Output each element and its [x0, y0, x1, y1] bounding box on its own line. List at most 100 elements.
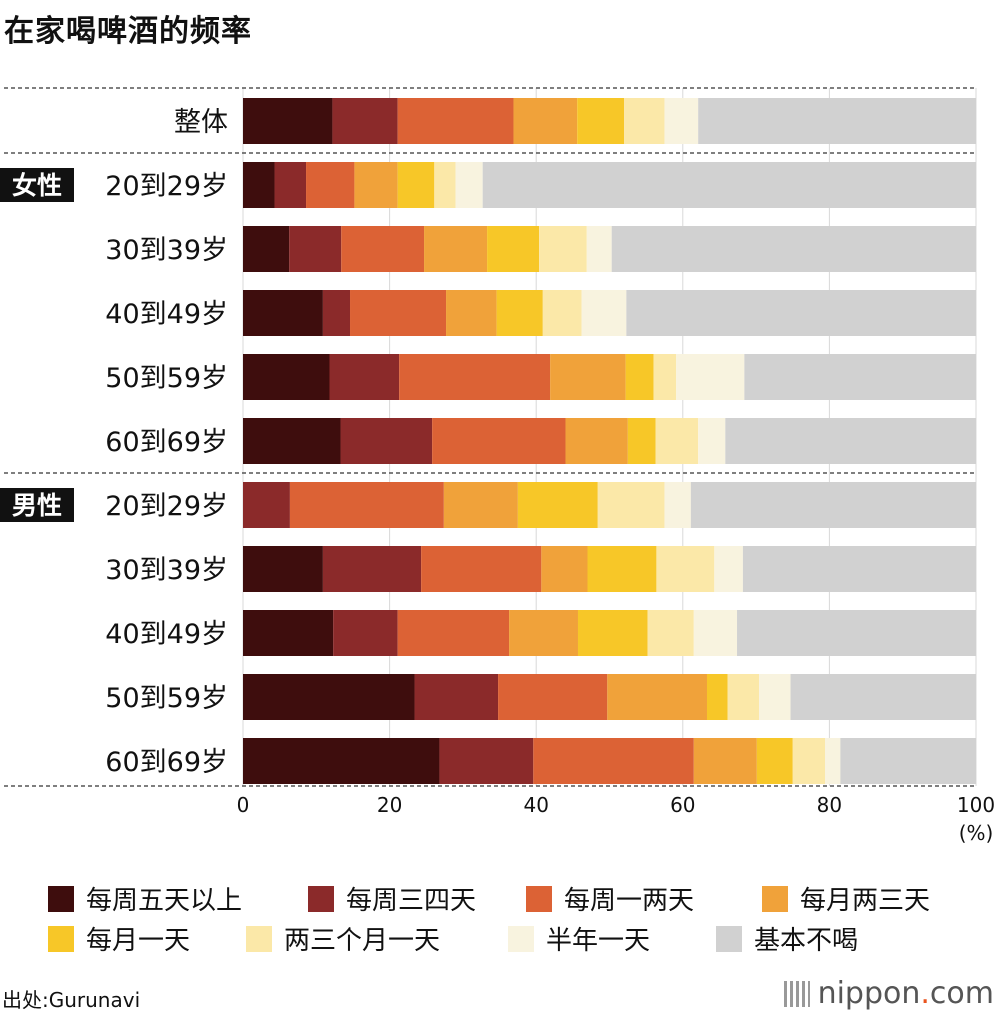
bar-segment-4-row-6 — [517, 482, 598, 528]
bar-segment-2-row-4 — [399, 354, 551, 400]
bar-segment-1-row-4 — [329, 354, 400, 400]
bar-segment-1-row-1 — [274, 162, 307, 208]
bar-segment-6-row-4 — [676, 354, 745, 400]
legend-swatch — [48, 925, 74, 952]
x-tick-label: 80 — [817, 793, 842, 817]
legend-item: 每月一天 — [48, 920, 190, 957]
bar-segment-4-row-7 — [587, 546, 657, 592]
bar-segment-3-row-7 — [541, 546, 588, 592]
bar-segment-6-row-10 — [825, 738, 841, 784]
x-axis-unit: (%) — [959, 821, 994, 845]
bar-segment-4-row-10 — [756, 738, 793, 784]
bar-segment-0-row-0 — [243, 98, 333, 144]
brand-suffix: com — [929, 976, 994, 1011]
bar-segment-3-row-4 — [550, 354, 626, 400]
legend-item: 半年一天 — [508, 920, 650, 957]
bar-segment-7-row-0 — [698, 98, 976, 144]
bar-segment-2-row-2 — [341, 226, 425, 272]
bar-segment-0-row-2 — [243, 226, 290, 272]
legend-label: 每月两三天 — [800, 886, 931, 916]
legend-item: 两三个月一天 — [246, 920, 440, 957]
bar-segment-7-row-3 — [626, 290, 976, 336]
bar-segment-6-row-0 — [664, 98, 699, 144]
bar-segment-2-row-5 — [432, 418, 566, 464]
bar-segment-2-row-3 — [350, 290, 447, 336]
bar-segment-1-row-3 — [322, 290, 351, 336]
x-tick-label: 40 — [523, 793, 548, 817]
bar-segment-6-row-9 — [759, 674, 791, 720]
legend-label: 每周五天以上 — [86, 886, 243, 916]
bar-segment-1-row-6 — [243, 482, 290, 528]
bar-segment-5-row-7 — [656, 546, 715, 592]
bar-segment-3-row-0 — [513, 98, 578, 144]
bar-segment-7-row-2 — [611, 226, 976, 272]
legend-swatch — [716, 925, 742, 952]
bar-segment-6-row-1 — [455, 162, 483, 208]
bar-segment-6-row-8 — [693, 610, 738, 656]
legend-label: 每周三四天 — [346, 886, 477, 916]
bar-segment-2-row-8 — [397, 610, 510, 656]
legend-swatch — [762, 885, 788, 912]
bar-segment-7-row-7 — [742, 546, 976, 592]
chart-title: 在家喝啤酒的频率 — [4, 14, 252, 49]
bar-segment-5-row-4 — [653, 354, 677, 400]
row-label: 40到49岁 — [105, 619, 228, 650]
bar-segment-5-row-6 — [597, 482, 665, 528]
x-tick-label: 0 — [237, 793, 250, 817]
bar-segment-5-row-5 — [655, 418, 699, 464]
row-label: 30到39岁 — [105, 235, 228, 266]
bar-segment-6-row-3 — [581, 290, 627, 336]
bar-segment-0-row-5 — [243, 418, 341, 464]
legend-label: 两三个月一天 — [284, 926, 441, 956]
bar-segment-1-row-7 — [322, 546, 422, 592]
bar-segment-6-row-5 — [698, 418, 726, 464]
bar-segment-4-row-1 — [397, 162, 435, 208]
legend-swatch — [508, 925, 534, 952]
brand-name: nippon — [817, 976, 921, 1011]
bar-segment-3-row-10 — [693, 738, 757, 784]
row-label: 50到59岁 — [105, 683, 228, 714]
bar-segment-2-row-0 — [397, 98, 514, 144]
group-label: 男性 — [12, 491, 62, 520]
bar-segment-0-row-3 — [243, 290, 323, 336]
bar-segment-3-row-5 — [565, 418, 628, 464]
bar-segment-3-row-1 — [354, 162, 398, 208]
bar-segment-7-row-10 — [840, 738, 976, 784]
row-label: 整体 — [174, 107, 228, 138]
stacked-bar-chart: 整体 20到29岁 30到39岁 40到49岁 50到59岁 60到69岁 20到29岁 30… — [0, 87, 995, 845]
bar-segment-0-row-1 — [243, 162, 275, 208]
bar-segment-7-row-8 — [737, 610, 976, 656]
source-note: 出处:Gurunavi — [2, 988, 141, 1012]
row-label: 60到69岁 — [105, 427, 228, 458]
bar-segment-1-row-0 — [332, 98, 398, 144]
bar-segment-0-row-4 — [243, 354, 330, 400]
bar-segment-2-row-9 — [498, 674, 608, 720]
legend-item: 每周五天以上 — [48, 880, 242, 917]
bar-segment-2-row-10 — [533, 738, 694, 784]
legend-item: 每周一两天 — [526, 880, 694, 917]
bar-segment-4-row-2 — [487, 226, 540, 272]
bar-segment-1-row-8 — [333, 610, 398, 656]
bar-segment-4-row-8 — [577, 610, 648, 656]
brand-logo: nippon. com — [783, 976, 994, 1011]
bar-segment-5-row-0 — [624, 98, 665, 144]
legend-label: 每月一天 — [86, 926, 191, 956]
bar-segment-3-row-8 — [509, 610, 578, 656]
bar-segment-6-row-6 — [664, 482, 691, 528]
bar-segment-4-row-3 — [496, 290, 543, 336]
bar-segment-5-row-9 — [727, 674, 760, 720]
bar-segment-5-row-8 — [647, 610, 694, 656]
bar-segment-1-row-9 — [414, 674, 499, 720]
brand-mark-icon — [783, 980, 810, 1007]
x-tick-label: 100 — [957, 793, 995, 817]
legend-swatch — [48, 885, 74, 912]
bar-segment-0-row-9 — [243, 674, 415, 720]
bar-segment-4-row-9 — [706, 674, 728, 720]
bar-segment-1-row-2 — [289, 226, 342, 272]
legend-label: 基本不喝 — [754, 926, 859, 956]
legend-item: 基本不喝 — [716, 920, 858, 957]
legend-label: 半年一天 — [546, 926, 651, 956]
legend-label: 每周一两天 — [564, 886, 695, 916]
group-label: 女性 — [12, 171, 62, 200]
bar-segment-2-row-7 — [421, 546, 542, 592]
